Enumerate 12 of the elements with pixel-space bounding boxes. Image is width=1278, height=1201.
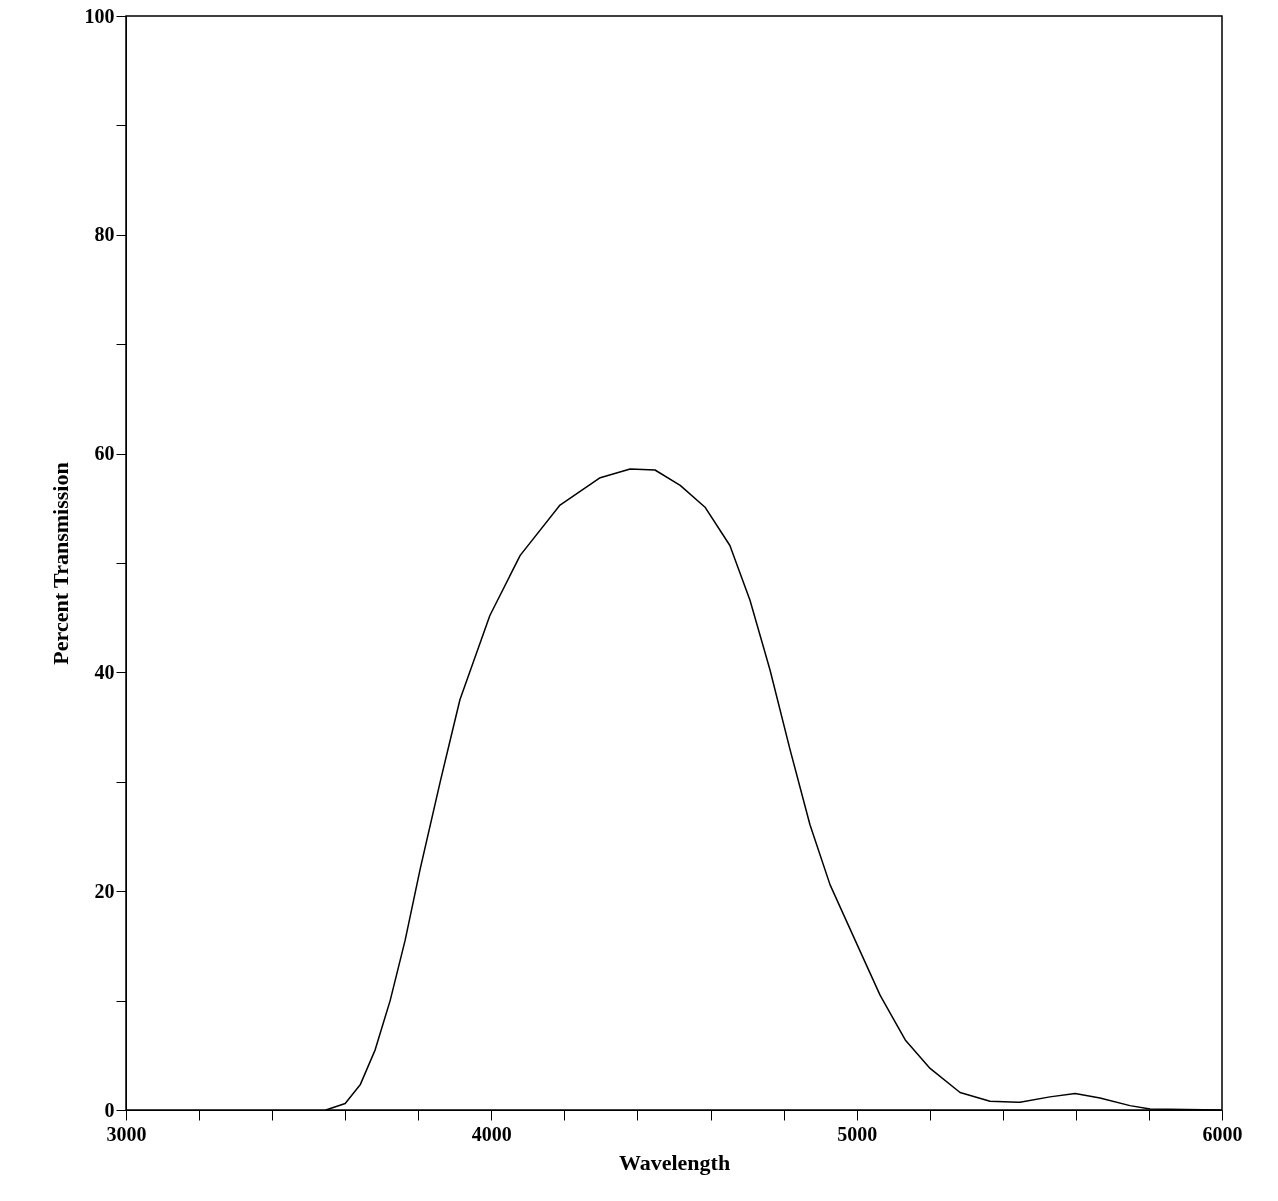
y-tick-label: 20 <box>94 879 115 902</box>
y-tick-label: 100 <box>84 4 115 27</box>
y-tick-label: 60 <box>94 442 115 465</box>
x-tick-label: 6000 <box>1202 1122 1243 1145</box>
y-tick-label: 80 <box>94 223 115 246</box>
y-axis-title: Percent Transmission <box>47 462 73 665</box>
y-tick-label: 0 <box>104 1098 115 1121</box>
x-tick-label: 4000 <box>471 1122 512 1145</box>
x-axis-title: Wavelength <box>618 1149 731 1175</box>
y-tick-label: 40 <box>94 660 115 683</box>
x-tick-label: 5000 <box>837 1122 878 1145</box>
x-tick-label: 3000 <box>106 1122 147 1145</box>
